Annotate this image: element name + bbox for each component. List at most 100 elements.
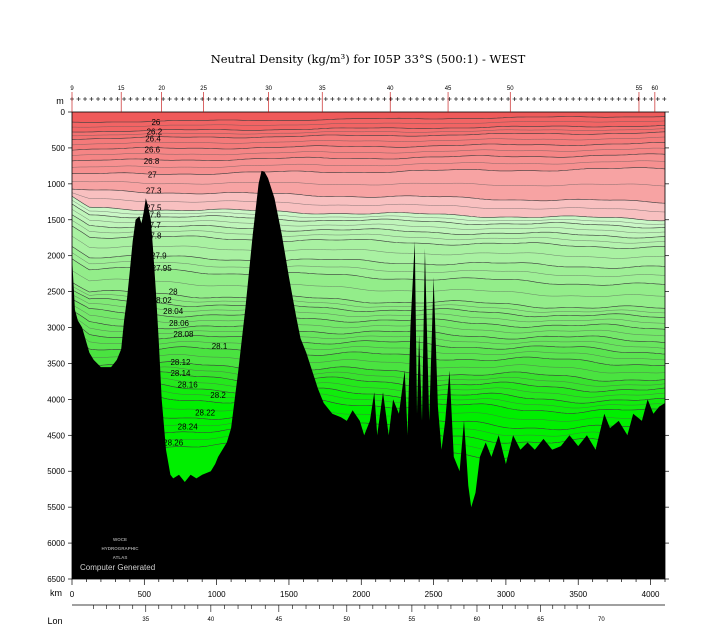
depth-tick-label: 4500 [47, 431, 65, 440]
depth-tick-label: 3000 [47, 324, 65, 333]
km-tick-label: 0 [70, 590, 75, 599]
km-tick-label: 3500 [569, 590, 587, 599]
contour-label: 26.8 [144, 157, 160, 166]
depth-tick-label: 3500 [47, 359, 65, 368]
isopycnal-line [72, 131, 665, 140]
isopycnal-line [72, 116, 665, 123]
station-number: 45 [445, 86, 452, 92]
contour-label: 26.2 [147, 127, 163, 136]
isopycnal-line-minor [72, 252, 665, 277]
depth-tick-label: 0 [61, 108, 66, 117]
isopycnal-line [72, 298, 665, 330]
isopycnal-line [72, 376, 665, 404]
contour-label: 28.16 [178, 380, 199, 389]
contour-label: 27.9 [151, 252, 167, 261]
lon-tick-label: 65 [537, 617, 544, 623]
contour-label: 27.6 [145, 211, 161, 220]
lon-tick-label: 45 [275, 617, 282, 623]
km-axis: km 0 500 1000 1500 2000 2500 3000 3500 4000 [50, 579, 666, 599]
station-number: 15 [118, 86, 125, 92]
computer-generated-credit: Computer Generated [80, 563, 155, 572]
density-band [72, 282, 665, 318]
isopycnal-line [72, 142, 665, 151]
isopycnal-line [72, 225, 665, 249]
lon-axis: Lon 35 40 45 50 55 60 65 70 [47, 604, 665, 626]
isopycnal-line-minor [72, 294, 665, 324]
contour-label: 28 [169, 288, 178, 297]
density-band [72, 353, 665, 392]
contour-label: 28.24 [178, 423, 199, 432]
isopycnal-line-minor [72, 128, 665, 136]
isopycnal-line-minor [72, 328, 665, 361]
woce-watermark: WOCE HYDROGRAPHIC ATLAS Computer Generat… [80, 537, 155, 572]
isopycnal-line [72, 310, 665, 343]
isopycnal-line [72, 281, 665, 309]
isopycnal-line-minor [72, 120, 665, 128]
km-tick-label: 3000 [497, 590, 515, 599]
density-band [72, 289, 665, 330]
contour-label: 28.14 [170, 369, 191, 378]
watermark-line-3: ATLAS [113, 555, 128, 560]
density-band [72, 321, 665, 366]
lon-tick-label: 50 [343, 617, 350, 623]
station-number: 9 [70, 86, 74, 92]
isopycnal-line [72, 153, 665, 162]
isopycnal-line-minor [72, 304, 665, 337]
isopycnal-line-minor [72, 392, 665, 422]
contour-label: 27.5 [146, 204, 162, 213]
isopycnal-line-minor [72, 199, 665, 225]
lon-tick-label: 40 [208, 617, 215, 623]
depth-tick-label: 2500 [47, 288, 65, 297]
isopycnal-line [72, 203, 665, 229]
contour-label: 27.95 [152, 264, 173, 273]
station-number: 40 [387, 86, 394, 92]
contour-label: 27 [148, 171, 157, 180]
km-tick-label: 500 [138, 590, 152, 599]
isopycnal-line-minor [72, 181, 665, 187]
isopycnal-line [72, 258, 665, 286]
isopycnal-line [72, 365, 665, 393]
isopycnal-line-minor [72, 315, 665, 349]
isopycnal-line [72, 167, 665, 175]
depth-axis-unit: m [56, 96, 64, 106]
density-band [72, 246, 665, 286]
isopycnal-contours [72, 116, 665, 465]
isopycnal-line [72, 335, 665, 366]
depth-tick-label: 1500 [47, 216, 65, 225]
density-band [72, 189, 665, 221]
km-tick-label: 2000 [352, 590, 370, 599]
depth-tick-label: 5500 [47, 503, 65, 512]
density-band [72, 125, 665, 140]
contour-label: 26.6 [145, 145, 161, 154]
density-band [72, 226, 665, 269]
isopycnal-line-minor [72, 192, 665, 213]
station-markers: 9 15 20 25 30 35 40 45 50 55 60 [70, 86, 667, 112]
isopycnal-line-minor [72, 359, 665, 387]
station-number: 20 [158, 86, 165, 92]
isopycnal-line [72, 289, 665, 318]
isopycnal-line-minor [72, 209, 665, 234]
station-number: 30 [265, 86, 272, 92]
chart-title: Neutral Density (kg/m³) for I05P 33°S (5… [211, 52, 526, 66]
contour-label: 28.22 [195, 408, 216, 417]
depth-axis: m 0 500 1000 1500 2000 2500 3000 3500 4000 4500 500… [47, 96, 669, 584]
isopycnal-line-minor [72, 381, 665, 409]
depth-tick-label: 1000 [47, 180, 65, 189]
isopycnal-line-minor [72, 136, 665, 146]
density-band [72, 167, 665, 204]
contour-label: 28.04 [163, 307, 184, 316]
contour-label: 27.3 [146, 186, 162, 195]
lon-tick-label: 70 [598, 617, 605, 623]
station-number: 55 [636, 86, 643, 92]
depth-tick-label: 2000 [47, 252, 65, 261]
density-band [72, 335, 665, 382]
isopycnal-line-minor [72, 147, 665, 156]
plot-frame [71, 111, 666, 580]
isopycnal-line [72, 195, 665, 222]
lon-tick-label: 55 [409, 617, 416, 623]
contour-label: 28.1 [212, 342, 228, 351]
isopycnal-line [72, 246, 665, 269]
